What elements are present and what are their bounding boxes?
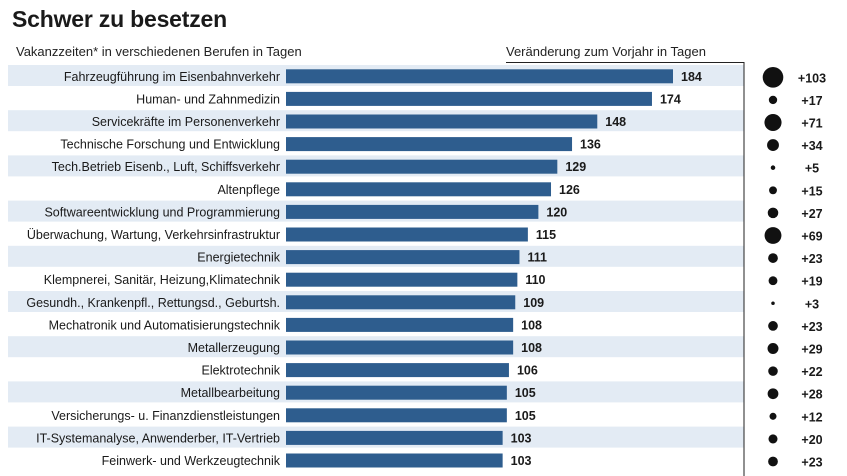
change-dot <box>770 165 776 170</box>
change-label: +22 <box>801 365 822 379</box>
change-dot <box>768 434 778 444</box>
change-dot <box>767 139 779 152</box>
bar <box>286 430 503 445</box>
value-label: 148 <box>605 115 626 129</box>
category-label: Gesundh., Krankenpfl., Rettungsd., Gebur… <box>26 296 280 310</box>
bar <box>286 227 528 242</box>
bar <box>286 182 552 197</box>
value-label: 103 <box>511 454 532 468</box>
category-label: Überwachung, Wartung, Verkehrsinfrastruk… <box>27 228 280 242</box>
bar <box>286 204 539 219</box>
change-label: +103 <box>798 71 826 85</box>
category-label: Klempnerei, Sanitär, Heizung,Klimatechni… <box>44 273 281 287</box>
value-label: 136 <box>580 138 601 152</box>
change-label: +71 <box>801 117 822 131</box>
change-dot <box>767 207 779 219</box>
value-label: 108 <box>521 341 542 355</box>
header-rule <box>506 62 744 63</box>
value-label: 115 <box>536 228 556 242</box>
change-dot <box>768 253 778 263</box>
value-label: 105 <box>515 386 536 400</box>
value-label: 106 <box>517 364 538 378</box>
bar <box>286 250 520 265</box>
change-label: +27 <box>801 207 822 221</box>
category-label: Energietechnik <box>197 251 280 265</box>
change-dot <box>769 186 777 195</box>
change-dot <box>768 366 778 376</box>
change-label: +19 <box>801 275 822 289</box>
category-label: Altenpflege <box>217 183 280 197</box>
category-label: Feinwerk- und Werkzeugtechnik <box>102 454 281 468</box>
category-label: Technische Forschung und Entwicklung <box>60 138 280 152</box>
change-label: +69 <box>801 230 822 244</box>
change-dot <box>764 227 782 244</box>
change-label: +34 <box>801 139 822 153</box>
category-label: Metallbearbeitung <box>181 386 280 400</box>
bar <box>286 363 509 378</box>
category-label: Servicekräfte im Personenverkehr <box>92 115 280 129</box>
change-dot <box>764 113 782 132</box>
change-dot <box>768 456 778 467</box>
change-dot <box>768 276 778 286</box>
value-label: 109 <box>523 296 544 310</box>
category-label: Fahrzeugführung im Eisenbahnverkehr <box>64 70 280 84</box>
bar <box>286 295 516 310</box>
change-label: +5 <box>805 162 819 176</box>
change-dot <box>767 343 779 354</box>
bar <box>286 340 514 355</box>
change-label: +15 <box>801 184 822 198</box>
bar <box>286 91 652 106</box>
bar <box>286 453 503 468</box>
category-label: Softwareentwicklung und Programmierung <box>44 205 280 219</box>
bar <box>286 317 514 332</box>
change-label: +23 <box>801 320 822 334</box>
bar <box>286 272 518 287</box>
category-label: IT-Systemanalyse, Anwenderber, IT-Vertri… <box>36 431 280 445</box>
value-label: 111 <box>527 251 547 265</box>
bar <box>286 69 673 84</box>
value-label: 103 <box>511 431 532 445</box>
change-column-header: Veränderung zum Vorjahr in Tagen <box>506 44 706 59</box>
category-label: Mechatronik und Automatisierungstechnik <box>49 318 281 332</box>
bar <box>286 159 558 174</box>
category-label: Elektrotechnik <box>201 364 280 378</box>
change-dot <box>769 412 777 420</box>
change-dot <box>771 301 775 306</box>
change-dot <box>762 67 784 88</box>
value-label: 174 <box>660 92 681 106</box>
value-label: 108 <box>521 318 542 332</box>
chart-subtitle: Vakanzzeiten* in verschiedenen Berufen i… <box>16 44 302 59</box>
category-label: Human- und Zahnmedizin <box>136 92 280 106</box>
value-label: 184 <box>681 70 702 84</box>
bar <box>286 385 507 400</box>
category-label: Tech.Betrieb Eisenb., Luft, Schiffsverke… <box>52 160 280 174</box>
change-label: +23 <box>801 252 822 266</box>
value-label: 110 <box>525 273 545 287</box>
bar <box>286 137 573 152</box>
change-dot <box>768 95 778 105</box>
change-label: +12 <box>801 410 822 424</box>
change-label: +28 <box>801 388 822 402</box>
change-label: +23 <box>801 456 822 470</box>
category-label: Versicherungs- u. Finanzdienstleistungen <box>51 409 280 423</box>
change-label: +20 <box>801 433 822 447</box>
bar <box>286 408 507 423</box>
change-dot <box>768 321 778 331</box>
value-label: 105 <box>515 409 536 423</box>
value-label: 126 <box>559 183 580 197</box>
change-label: +3 <box>805 297 819 311</box>
bar <box>286 114 598 129</box>
value-label: 129 <box>565 160 586 174</box>
change-label: +29 <box>801 343 822 357</box>
value-label: 120 <box>546 205 567 219</box>
category-label: Metallerzeugung <box>188 341 280 355</box>
change-label: +17 <box>801 94 822 108</box>
chart-title: Schwer zu besetzen <box>12 6 227 32</box>
change-dot <box>767 388 779 400</box>
